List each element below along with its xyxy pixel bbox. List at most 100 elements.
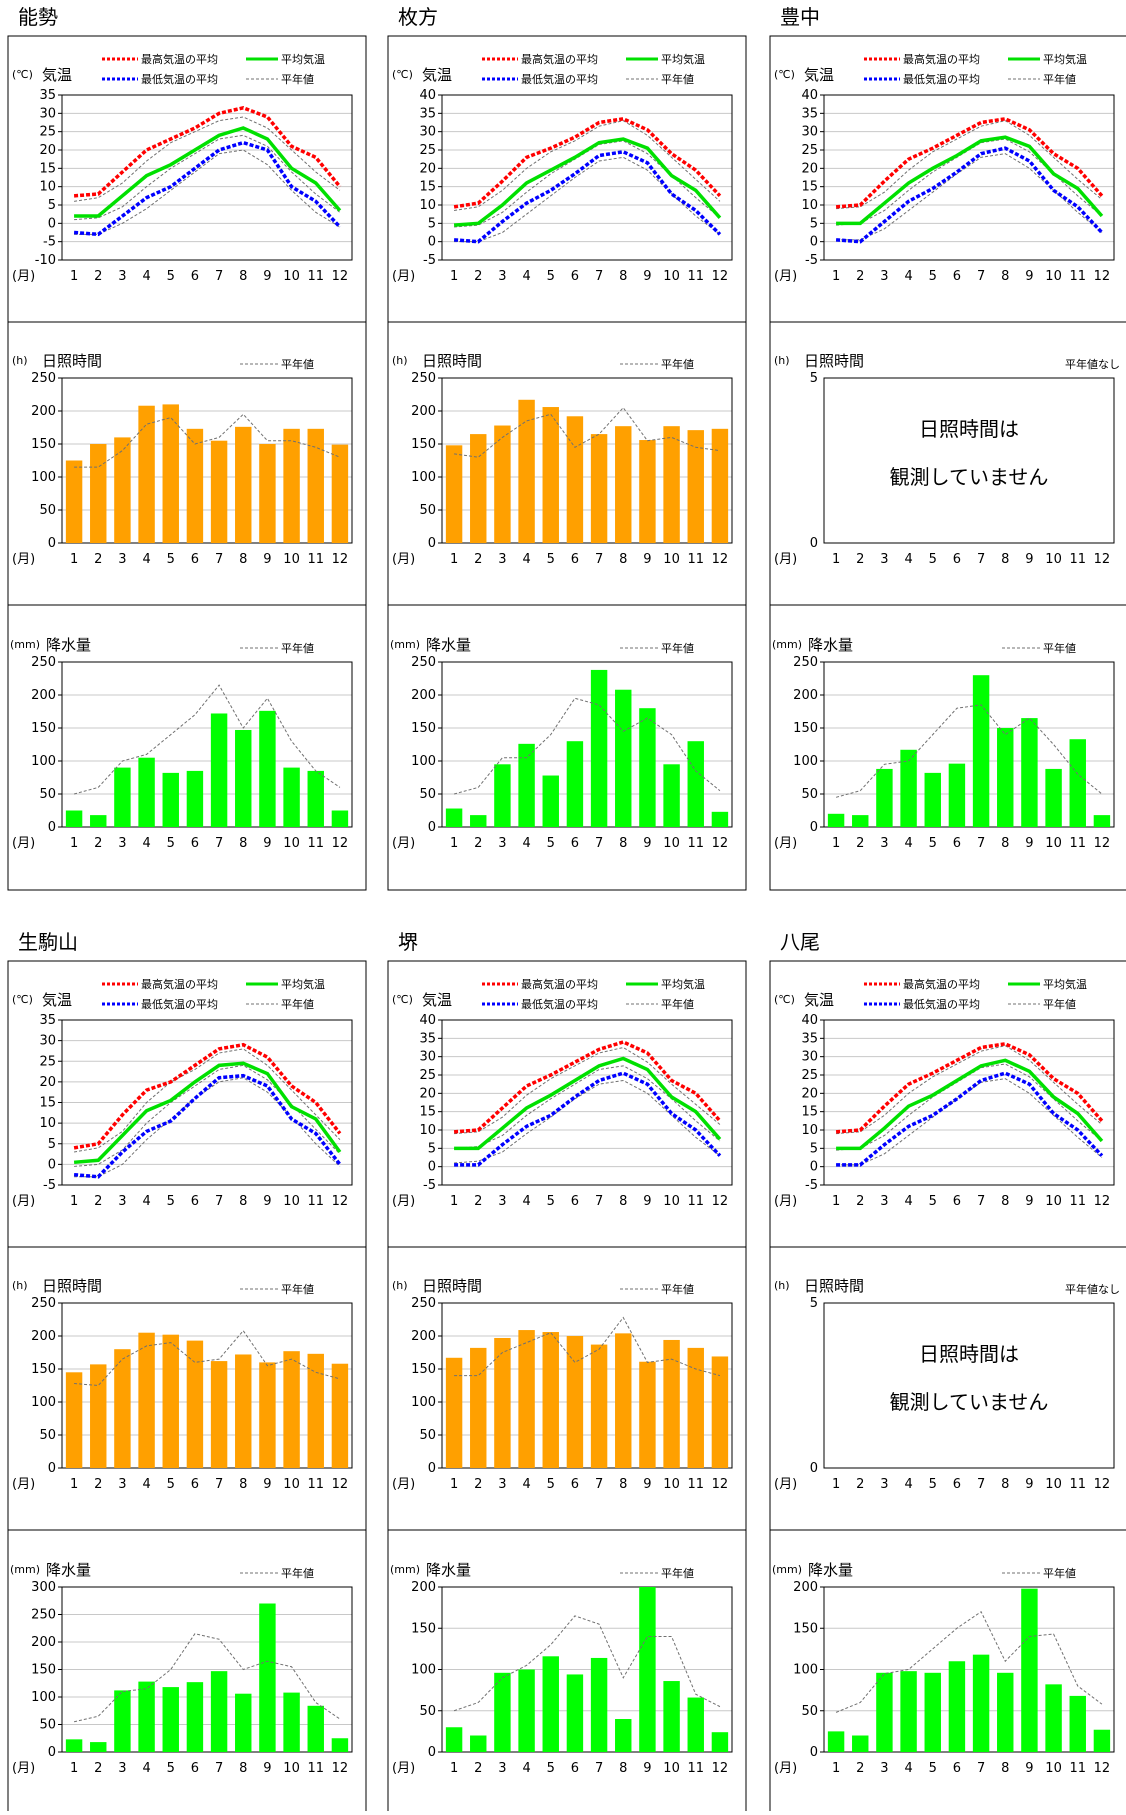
no-observation-text: 日照時間は [919,417,1019,441]
precip-bar [711,811,729,827]
plot-frame [823,94,1115,261]
month-tick-label: 2 [94,552,102,567]
y-tick-label: 50 [419,787,436,802]
precip-bar [259,1603,276,1752]
plot-frame [61,1019,353,1186]
sunshine-bar [566,1336,584,1468]
month-tick-label: 8 [1001,269,1009,284]
month-tick-label: 6 [191,1761,199,1776]
month-tick-label: 10 [663,1477,680,1492]
precip-bar [518,743,535,827]
month-tick-label: 11 [307,836,324,851]
sunshine-bar [711,1356,729,1468]
y-tick-label: 50 [801,787,818,802]
sunshine-bar [687,430,704,543]
month-tick-label: 4 [522,1194,530,1209]
sunshine-bar [590,1344,608,1468]
y-tick-label: 25 [801,143,818,158]
month-axis-label: (月) [12,836,35,851]
precip-bar [900,1671,917,1752]
month-tick-label: 2 [94,1477,102,1492]
y-tick-label: 5 [428,216,436,231]
y-tick-label: 50 [39,787,56,802]
month-tick-label: 10 [663,269,680,284]
precip-bar [1045,1684,1062,1752]
temp-series-line [73,1048,341,1153]
y-tick-label: 35 [801,1031,818,1046]
sunshine-bar [663,1339,680,1468]
y-tick-label: 200 [411,404,436,419]
y-tick-label: 35 [39,1013,56,1028]
month-tick-label: 2 [474,1194,482,1209]
month-tick-label: 8 [619,1194,627,1209]
temp-unit-label: (℃) [392,68,413,81]
temp-series-line [73,1061,342,1165]
month-tick-label: 12 [332,1761,349,1776]
month-tick-label: 8 [1001,552,1009,567]
legend-max-label: 最高気温の平均 [903,977,980,991]
y-tick-label: 30 [39,1034,56,1049]
precip-bar [90,815,107,827]
y-tick-label: 150 [31,437,56,452]
temp-series-line [836,1045,1103,1135]
plot-frame [823,1586,1115,1753]
legend-normal-label: 平年値 [661,357,694,371]
precip-normal-line [73,1633,341,1723]
sunshine-bar [639,1361,656,1468]
y-tick-label: 20 [39,1075,56,1090]
precip-bar [852,1735,869,1752]
legend-normal-label: 平年値 [281,641,314,655]
precip-bar [470,815,487,827]
y-tick-label: 250 [411,371,436,386]
month-tick-label: 3 [118,552,126,567]
sunshine-bar [307,1353,324,1468]
y-tick-label: 100 [411,1663,436,1678]
month-tick-label: 12 [1094,836,1111,851]
y-tick-label: 10 [39,1116,56,1131]
month-tick-label: 8 [239,269,247,284]
month-tick-label: 5 [547,1477,555,1492]
month-axis-label: (月) [774,552,797,567]
month-tick-label: 10 [1045,1761,1062,1776]
y-tick-label: 35 [801,106,818,121]
precip-bar [1069,1695,1086,1752]
temp-unit-label: (℃) [12,68,33,81]
temp-series-line [454,1065,721,1149]
legend-mean-label: 平均気温 [1043,977,1087,991]
y-tick-label: 250 [411,1296,436,1311]
precip-bar [1093,815,1111,827]
month-tick-label: 10 [283,552,300,567]
sunshine-normal-line [454,1316,721,1377]
month-tick-label: 1 [70,836,78,851]
sunshine-bar [445,1357,463,1468]
month-tick-label: 12 [332,269,349,284]
y-tick-label: 0 [48,1745,56,1760]
month-tick-label: 1 [70,1194,78,1209]
y-tick-label: 200 [31,1329,56,1344]
station-frame [769,35,1126,891]
station-name: 豊中 [780,5,820,29]
sunshine-bar [542,407,559,543]
precip-bar [900,749,917,827]
legend-max-label: 最高気温の平均 [521,977,598,991]
month-tick-label: 3 [118,1477,126,1492]
y-tick-label: 0 [428,1461,436,1476]
month-tick-label: 9 [643,552,651,567]
month-tick-label: 4 [142,1194,150,1209]
sunshine-bar [259,1362,276,1468]
month-tick-label: 5 [167,1194,175,1209]
sunshine-bar [162,1334,179,1468]
y-tick-label: 150 [31,1362,56,1377]
month-tick-label: 1 [450,1194,458,1209]
plot-frame [441,377,733,544]
month-tick-label: 10 [1045,1194,1062,1209]
y-tick-label: 0 [810,235,818,250]
legend-max-label: 最高気温の平均 [141,52,218,66]
y-tick-label: 5 [810,371,818,386]
month-tick-label: 7 [595,836,603,851]
month-tick-label: 2 [856,1477,864,1492]
month-tick-label: 7 [595,1477,603,1492]
station-name: 枚方 [398,5,438,29]
month-tick-label: 7 [595,269,603,284]
